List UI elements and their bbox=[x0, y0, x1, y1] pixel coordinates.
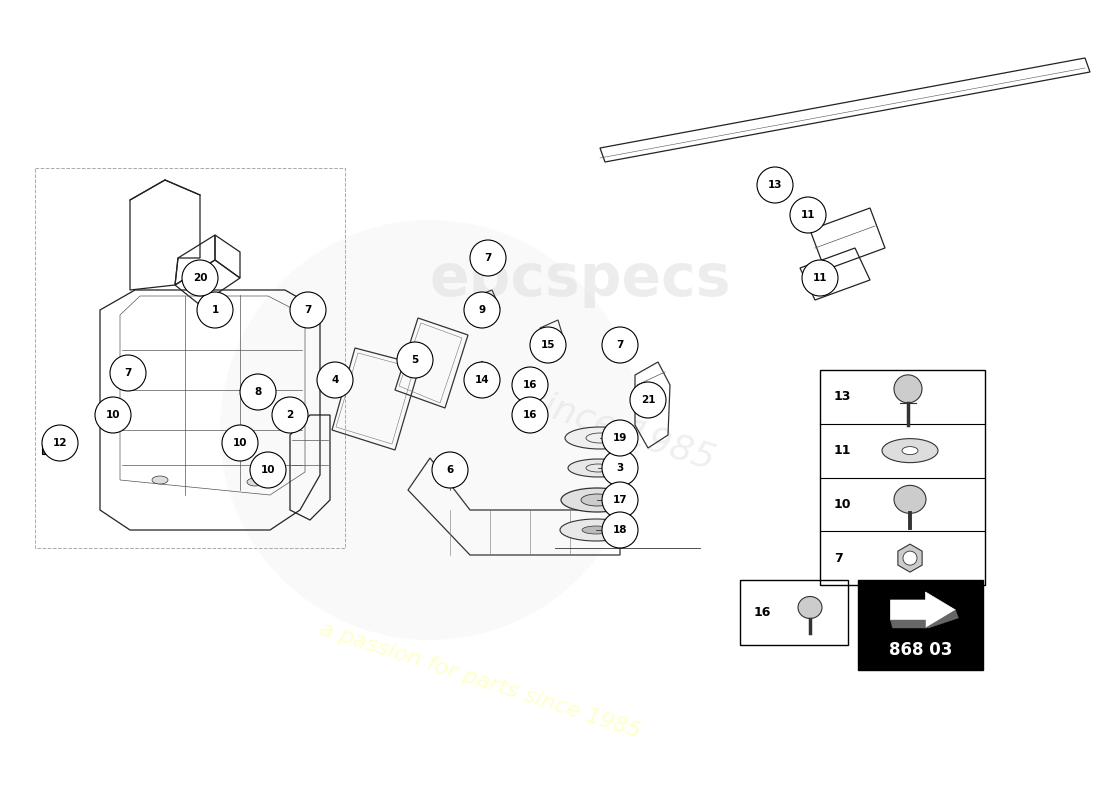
Text: 16: 16 bbox=[522, 380, 537, 390]
Ellipse shape bbox=[894, 486, 926, 514]
Text: 19: 19 bbox=[613, 433, 627, 443]
Circle shape bbox=[290, 292, 326, 328]
Text: 10: 10 bbox=[233, 438, 248, 448]
Circle shape bbox=[630, 382, 666, 418]
Text: 20: 20 bbox=[192, 273, 207, 283]
Text: 11: 11 bbox=[834, 444, 851, 457]
Circle shape bbox=[802, 260, 838, 296]
Text: 4: 4 bbox=[331, 375, 339, 385]
Text: 10: 10 bbox=[106, 410, 120, 420]
Ellipse shape bbox=[902, 446, 918, 454]
Text: 8: 8 bbox=[254, 387, 262, 397]
FancyBboxPatch shape bbox=[42, 438, 70, 454]
Ellipse shape bbox=[581, 494, 613, 506]
Ellipse shape bbox=[882, 438, 938, 462]
Circle shape bbox=[317, 362, 353, 398]
Text: 7: 7 bbox=[616, 340, 624, 350]
Ellipse shape bbox=[561, 488, 632, 512]
Text: 18: 18 bbox=[613, 525, 627, 535]
Circle shape bbox=[272, 397, 308, 433]
Circle shape bbox=[95, 397, 131, 433]
Text: 13: 13 bbox=[768, 180, 782, 190]
Text: 9: 9 bbox=[478, 305, 485, 315]
Ellipse shape bbox=[568, 459, 628, 477]
Text: 7: 7 bbox=[834, 552, 843, 565]
Text: 13: 13 bbox=[834, 390, 851, 403]
Text: 7: 7 bbox=[124, 368, 132, 378]
Ellipse shape bbox=[220, 220, 640, 640]
Ellipse shape bbox=[152, 476, 168, 484]
Text: 2: 2 bbox=[286, 410, 294, 420]
Circle shape bbox=[464, 292, 500, 328]
Text: 868 03: 868 03 bbox=[889, 641, 953, 659]
Circle shape bbox=[250, 452, 286, 488]
Circle shape bbox=[512, 397, 548, 433]
Text: 10: 10 bbox=[261, 465, 275, 475]
Circle shape bbox=[432, 452, 468, 488]
Text: 16: 16 bbox=[754, 606, 771, 619]
Text: 10: 10 bbox=[834, 498, 851, 511]
Ellipse shape bbox=[798, 597, 822, 618]
Text: a passion for parts since 1985: a passion for parts since 1985 bbox=[317, 618, 644, 742]
Text: 11: 11 bbox=[813, 273, 827, 283]
Text: 1: 1 bbox=[211, 305, 219, 315]
Text: 7: 7 bbox=[484, 253, 492, 263]
Ellipse shape bbox=[903, 551, 917, 565]
Text: 17: 17 bbox=[613, 495, 627, 505]
Text: 12: 12 bbox=[53, 438, 67, 448]
Circle shape bbox=[42, 425, 78, 461]
Ellipse shape bbox=[560, 519, 632, 541]
Text: 6: 6 bbox=[447, 465, 453, 475]
Circle shape bbox=[530, 327, 566, 363]
Circle shape bbox=[222, 425, 258, 461]
Circle shape bbox=[602, 420, 638, 456]
Circle shape bbox=[464, 362, 500, 398]
Polygon shape bbox=[898, 544, 922, 572]
Text: 15: 15 bbox=[541, 340, 556, 350]
Polygon shape bbox=[891, 592, 956, 628]
Circle shape bbox=[397, 342, 433, 378]
Ellipse shape bbox=[565, 427, 635, 449]
Text: 14: 14 bbox=[475, 375, 490, 385]
Circle shape bbox=[512, 367, 548, 403]
Text: since 1985: since 1985 bbox=[521, 383, 719, 477]
Circle shape bbox=[470, 240, 506, 276]
Ellipse shape bbox=[582, 526, 610, 534]
Text: 16: 16 bbox=[522, 410, 537, 420]
Circle shape bbox=[602, 450, 638, 486]
Text: 5: 5 bbox=[411, 355, 419, 365]
Circle shape bbox=[602, 512, 638, 548]
Circle shape bbox=[790, 197, 826, 233]
Circle shape bbox=[182, 260, 218, 296]
Circle shape bbox=[197, 292, 233, 328]
Circle shape bbox=[757, 167, 793, 203]
Ellipse shape bbox=[894, 375, 922, 403]
Circle shape bbox=[602, 482, 638, 518]
Circle shape bbox=[110, 355, 146, 391]
Circle shape bbox=[602, 327, 638, 363]
Ellipse shape bbox=[248, 478, 263, 486]
Polygon shape bbox=[891, 610, 958, 628]
Text: 3: 3 bbox=[616, 463, 624, 473]
Text: epcspecs: epcspecs bbox=[429, 251, 730, 309]
Text: 7: 7 bbox=[305, 305, 311, 315]
FancyBboxPatch shape bbox=[858, 580, 983, 670]
Text: 11: 11 bbox=[801, 210, 815, 220]
Text: 21: 21 bbox=[640, 395, 656, 405]
Circle shape bbox=[240, 374, 276, 410]
